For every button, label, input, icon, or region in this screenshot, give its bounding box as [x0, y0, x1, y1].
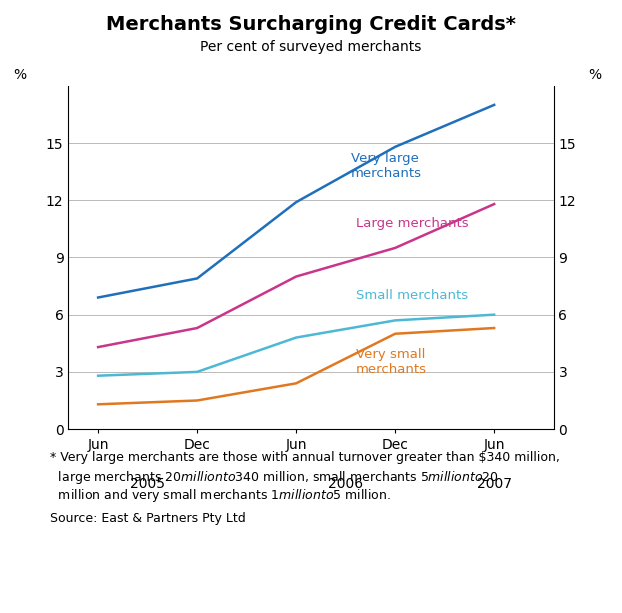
Text: Source: East & Partners Pty Ltd: Source: East & Partners Pty Ltd: [50, 512, 246, 525]
Text: Very small
merchants: Very small merchants: [356, 348, 427, 376]
Text: 2007: 2007: [476, 477, 512, 491]
Text: 2006: 2006: [328, 477, 363, 491]
Text: 2005: 2005: [130, 477, 165, 491]
Text: Per cent of surveyed merchants: Per cent of surveyed merchants: [200, 40, 422, 54]
Text: Very large
merchants: Very large merchants: [351, 152, 422, 180]
Text: million and very small merchants $1 million to $5 million.: million and very small merchants $1 mill…: [50, 487, 391, 504]
Text: large merchants $20 million to $340 million, small merchants $5 million to $20: large merchants $20 million to $340 mill…: [50, 469, 498, 486]
Text: Large merchants: Large merchants: [356, 216, 468, 230]
Text: Small merchants: Small merchants: [356, 289, 468, 302]
Text: Merchants Surcharging Credit Cards*: Merchants Surcharging Credit Cards*: [106, 15, 516, 34]
Text: * Very large merchants are those with annual turnover greater than $340 million,: * Very large merchants are those with an…: [50, 451, 560, 463]
Text: %: %: [588, 69, 601, 82]
Text: %: %: [13, 69, 27, 82]
